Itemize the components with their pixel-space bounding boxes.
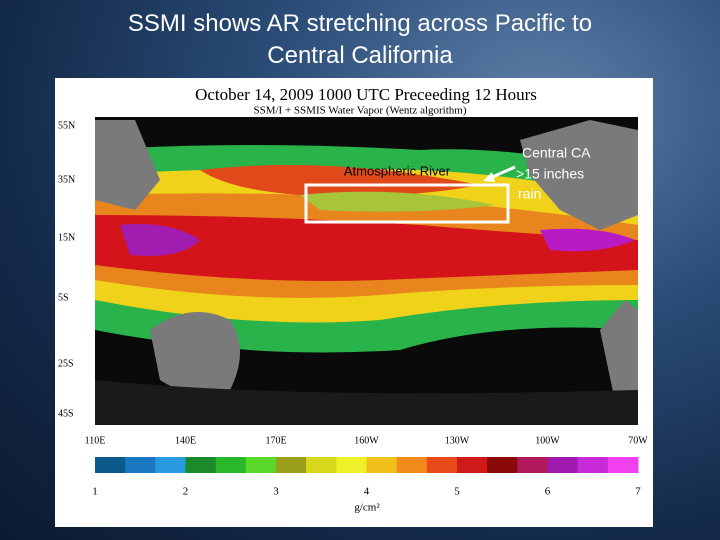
lat-label: 25S: [58, 358, 74, 369]
lat-label: 45S: [58, 408, 74, 419]
colorbar-swatch: [306, 457, 337, 473]
map-subheading: SSM/I + SSMIS Water Vapor (Wentz algorit…: [253, 105, 466, 117]
river-label: Atmospheric River: [344, 163, 451, 178]
colorbar-swatch: [517, 457, 548, 473]
colorbar-swatch: [276, 457, 307, 473]
lat-label: 15N: [58, 232, 75, 243]
colorbar-swatch: [487, 457, 518, 473]
map-heading: October 14, 2009 1000 UTC Preceeding 12 …: [195, 85, 537, 104]
lat-label: 35N: [58, 174, 75, 185]
colorbar-label: 3: [273, 486, 279, 498]
lon-label: 140E: [175, 435, 196, 446]
lon-label: 110E: [85, 435, 106, 446]
colorbar-swatch: [396, 457, 428, 473]
colorbar-label: 1: [92, 486, 98, 498]
colorbar-swatch: [607, 457, 639, 473]
colorbar-swatch: [155, 457, 186, 473]
river-box: [304, 183, 510, 224]
arrow-head: [483, 172, 495, 182]
colorbar-swatch: [185, 457, 217, 473]
colorbar-swatch: [426, 457, 458, 473]
colorbar-swatch: [245, 457, 277, 473]
colorbar-swatch: [577, 457, 609, 473]
colorbar-swatch: [366, 457, 398, 473]
colorbar-swatch: [125, 457, 156, 473]
california-label: Central CA: [522, 145, 591, 161]
lat-label: 5S: [58, 292, 69, 303]
lon-label: 160W: [354, 435, 379, 446]
colorbar-label: 5: [454, 486, 460, 498]
colorbar-swatch: [547, 457, 579, 473]
water-vapor-image: [95, 117, 638, 425]
california-label: >15 inches: [516, 166, 584, 182]
colorbar-label: 4: [364, 486, 370, 498]
arrow: [489, 165, 516, 180]
colorbar-swatch: [215, 457, 247, 473]
lon-label: 130W: [445, 435, 470, 446]
lon-label: 100W: [535, 435, 560, 446]
california-label: rain: [518, 186, 541, 202]
colorbar-swatch: [95, 457, 126, 473]
colorbar-label: 7: [635, 486, 641, 498]
lon-label: 170E: [265, 435, 286, 446]
colorbar-label: 2: [183, 486, 189, 498]
title-line: Central California: [267, 42, 453, 69]
colorbar-unit: g/cm²: [354, 502, 380, 514]
lon-label: 70W: [628, 435, 648, 446]
colorbar-swatch: [336, 457, 367, 473]
colorbar-swatch: [457, 457, 488, 473]
title-line: SSMI shows AR stretching across Pacific …: [127, 10, 593, 37]
colorbar-label: 6: [545, 486, 551, 498]
lat-label: 55N: [58, 120, 75, 131]
